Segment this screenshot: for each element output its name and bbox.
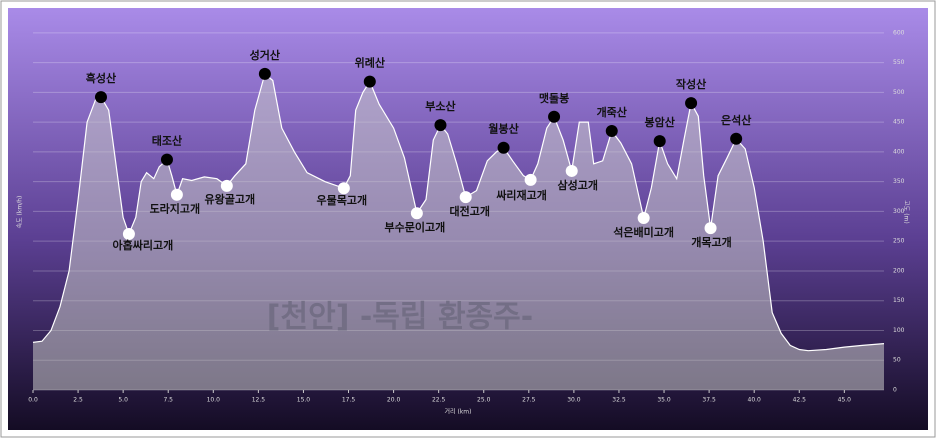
- pass-marker: [704, 222, 717, 235]
- x-tick-label: 15.0: [297, 397, 311, 404]
- x-tick-label: 5.0: [118, 397, 128, 404]
- x-tick-label: 35.0: [657, 397, 671, 404]
- elevation-area: [33, 73, 884, 391]
- pass-label: 유왕골고개: [205, 192, 256, 206]
- y-tick-label: 150: [893, 297, 905, 304]
- x-tick-label: 2.5: [73, 397, 83, 404]
- y-label-right: 고도 (m): [903, 200, 910, 223]
- peak-marker: [548, 110, 561, 123]
- watermark: [천안] -독립 환종주-: [267, 300, 533, 335]
- peak-marker: [605, 125, 618, 138]
- y-tick-label: 550: [893, 59, 905, 66]
- pass-label: 도라지고개: [150, 202, 201, 216]
- x-tick-label: 42.5: [793, 397, 807, 404]
- pass-marker: [459, 191, 472, 204]
- peak-marker: [653, 135, 666, 148]
- y-tick-label: 400: [893, 148, 905, 155]
- peak-label: 성거산: [250, 48, 280, 62]
- y-tick-label: 300: [893, 208, 905, 215]
- x-tick-label: 0.0: [28, 397, 38, 404]
- pass-label: 석은배미고개: [613, 225, 674, 239]
- y-tick-label: 0: [893, 387, 897, 394]
- x-tick-label: 27.5: [522, 397, 536, 404]
- x-tick-label: 7.5: [163, 397, 173, 404]
- x-tick-label: 20.0: [387, 397, 401, 404]
- x-tick-label: 22.5: [432, 397, 446, 404]
- y-label-left: 속도 (km/h): [16, 196, 24, 229]
- pass-marker: [565, 164, 578, 177]
- pass-marker: [122, 228, 135, 241]
- peak-marker: [160, 153, 173, 166]
- pass-marker: [337, 182, 350, 195]
- peak-label: 은석산: [721, 113, 751, 127]
- peak-label: 부소산: [425, 99, 455, 113]
- y-tick-label: 50: [893, 357, 901, 364]
- x-tick-label: 12.5: [252, 397, 266, 404]
- pass-marker: [524, 173, 537, 186]
- y-tick-label: 500: [893, 89, 905, 96]
- y-tick-label: 100: [893, 327, 905, 334]
- y-tick-label: 450: [893, 119, 905, 126]
- pass-label: 대전고개: [449, 204, 489, 218]
- y-tick-label: 600: [893, 29, 905, 36]
- peak-label: 개죽산: [597, 105, 627, 119]
- peak-marker: [434, 119, 447, 132]
- peak-marker: [685, 97, 698, 110]
- peak-marker: [258, 67, 271, 80]
- peak-label: 작성산: [676, 77, 706, 91]
- pass-label: 부수문이고개: [384, 220, 445, 234]
- pass-marker: [170, 188, 183, 201]
- pass-label: 우물목고개: [317, 193, 368, 207]
- pass-marker: [637, 211, 650, 224]
- x-tick-label: 32.5: [612, 397, 626, 404]
- pass-label: 개목고개: [691, 235, 731, 249]
- x-tick-label: 37.5: [702, 397, 716, 404]
- x-tick-label: 25.0: [477, 397, 491, 404]
- y-tick-label: 200: [893, 267, 905, 274]
- y-tick-label: 250: [893, 238, 905, 245]
- y-tick-label: 350: [893, 178, 905, 185]
- x-tick-label: 45.0: [838, 397, 852, 404]
- peak-marker: [497, 141, 510, 154]
- x-label: 거리 (km): [445, 408, 472, 416]
- pass-label: 싸리재고개: [496, 188, 547, 202]
- x-tick-label: 10.0: [207, 397, 221, 404]
- peak-label: 흑성산: [86, 71, 116, 85]
- x-tick-label: 30.0: [567, 397, 581, 404]
- peak-marker: [94, 91, 107, 104]
- pass-label: 삼성고개: [557, 178, 597, 192]
- peak-marker: [730, 132, 743, 145]
- peak-label: 봉암산: [645, 115, 675, 129]
- pass-label: 아홉싸리고개: [113, 238, 174, 252]
- pass-marker: [220, 179, 233, 192]
- peak-label: 월봉산: [488, 122, 518, 136]
- pass-marker: [410, 207, 423, 220]
- peak-label: 태조산: [152, 134, 182, 148]
- peak-marker: [363, 75, 376, 88]
- x-tick-label: 17.5: [342, 397, 356, 404]
- peak-label: 맷돌봉: [539, 91, 569, 105]
- x-tick-label: 40.0: [748, 397, 762, 404]
- peak-label: 위례산: [355, 56, 385, 70]
